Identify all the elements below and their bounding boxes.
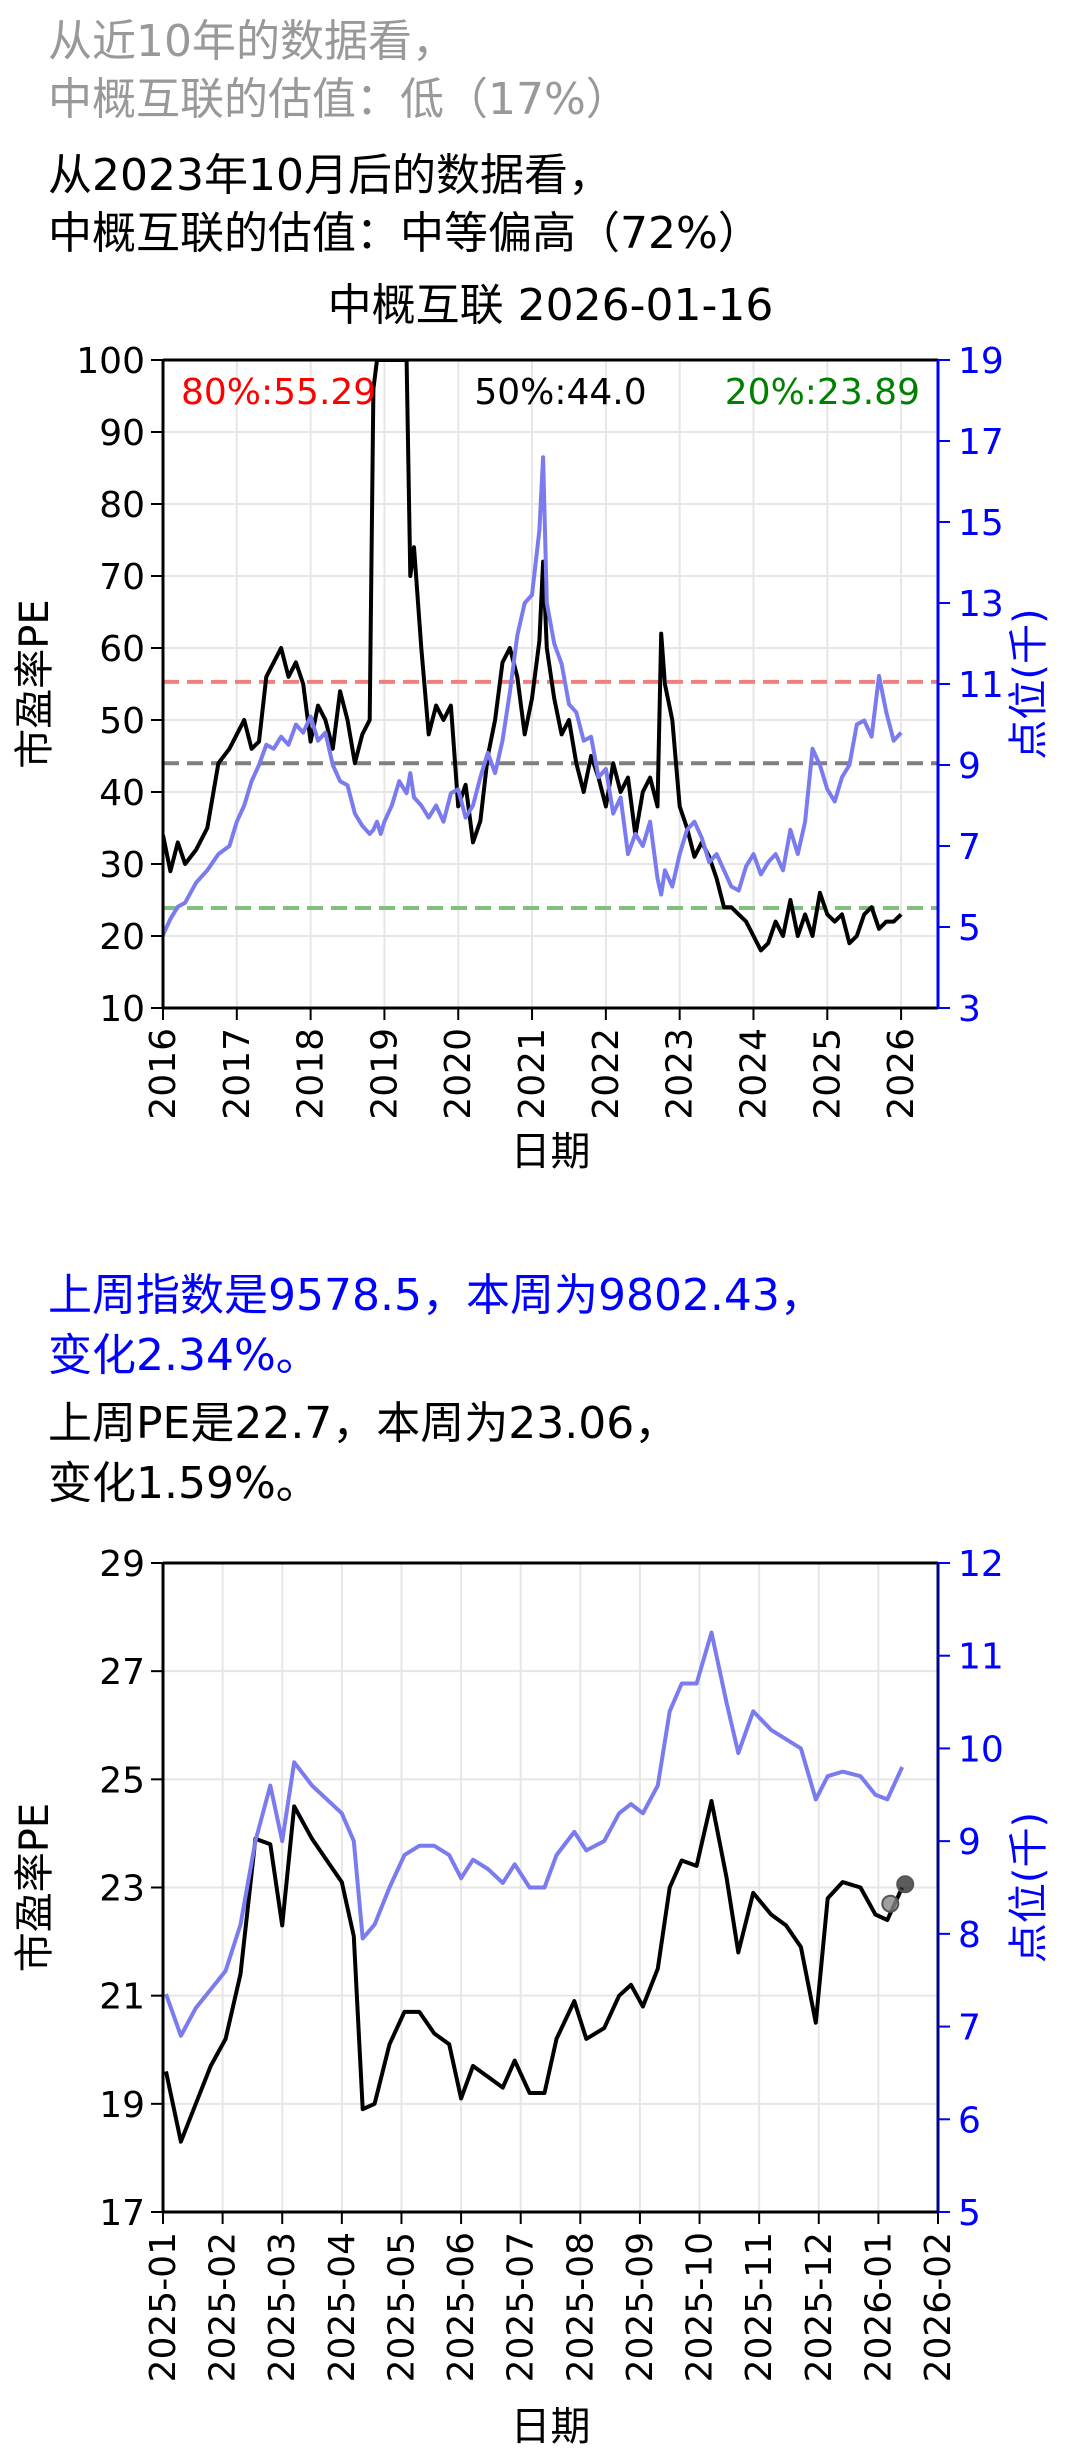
percentile-label: 20%:23.89 [725,372,920,413]
pe-series-line [163,360,903,953]
y-tick-label: 20 [99,917,145,958]
y-tick-label: 23 [99,1869,145,1910]
y-tick-label: 10 [99,989,145,1030]
x-tick-label: 2026-01 [858,2232,899,2382]
percentile-label: 50%:44.0 [474,372,646,413]
y-tick-label: 27 [99,1652,145,1693]
header-line-1: 从近10年的数据看， [48,16,456,67]
y2-tick-label: 7 [958,2008,981,2049]
y2-tick-label: 12 [958,1544,1004,1585]
x-tick-label: 2025-03 [262,2232,303,2382]
y2-tick-label: 10 [958,1729,1004,1770]
y2-tick-label: 8 [958,1915,981,1956]
x-tick-label: 2026-02 [918,2232,959,2382]
x-axis-label: 日期 [511,2404,591,2450]
x-tick-label: 2018 [291,1028,332,1120]
x-tick-label: 2025-05 [381,2232,422,2382]
pe-change-line-1: 上周PE是22.7，本周为23.06， [48,1398,679,1449]
y-tick-label: 80 [99,485,145,526]
y-tick-label: 100 [76,341,145,382]
y2-tick-label: 3 [958,989,981,1030]
y-tick-label: 21 [99,1977,145,2018]
x-tick-label: 2025-08 [560,2232,601,2382]
x-tick-label: 2022 [586,1028,627,1120]
x-tick-label: 2025-06 [441,2232,482,2382]
y2-tick-label: 9 [958,1822,981,1863]
pe-marker [896,1875,915,1894]
y2-tick-label: 5 [958,908,981,949]
y2-tick-label: 19 [958,341,1004,382]
x-tick-label: 2025-04 [322,2232,363,2382]
y-tick-label: 29 [99,1544,145,1585]
x-axis-label: 日期 [511,1129,591,1175]
header-line-2: 中概互联的估值：低（17%） [48,74,630,125]
x-tick-label: 2025-02 [203,2232,244,2382]
y2-tick-label: 9 [958,746,981,787]
y2-axis-label: 点位(千) [1006,1812,1052,1963]
y-tick-label: 70 [99,557,145,598]
x-tick-label: 2025 [807,1028,848,1120]
y-axis-label: 市盈率PE [12,599,58,768]
y2-tick-label: 6 [958,2100,981,2141]
y-tick-label: 90 [99,413,145,454]
header-line-4: 中概互联的估值：中等偏高（72%） [48,208,762,259]
pe-series-line [164,1799,905,2144]
x-tick-label: 2025-09 [620,2232,661,2382]
x-tick-label: 2026 [881,1028,922,1120]
x-tick-label: 2023 [660,1028,701,1120]
y-tick-label: 19 [99,2085,145,2126]
y-tick-label: 60 [99,629,145,670]
x-tick-label: 2025-07 [501,2232,542,2382]
y-tick-label: 25 [99,1760,145,1801]
y-tick-label: 40 [99,773,145,814]
x-tick-label: 2017 [217,1028,258,1120]
pe-marker [881,1894,900,1913]
y2-tick-label: 13 [958,584,1004,625]
y2-tick-label: 11 [958,665,1004,706]
y2-tick-label: 5 [958,2193,981,2234]
y-tick-label: 30 [99,845,145,886]
x-tick-label: 2025-01 [143,2232,184,2382]
x-tick-label: 2025-11 [739,2232,780,2382]
x-tick-label: 2016 [143,1028,184,1120]
y-axis-label: 市盈率PE [12,1803,58,1972]
y2-tick-label: 7 [958,827,981,868]
index-series-line [163,455,903,936]
y-tick-label: 17 [99,2193,145,2234]
percentile-label: 80%:55.29 [181,372,376,413]
y2-tick-label: 15 [958,503,1004,544]
y2-tick-label: 11 [958,1637,1004,1678]
y-tick-label: 50 [99,701,145,742]
y2-tick-label: 17 [958,422,1004,463]
x-tick-label: 2019 [364,1028,405,1120]
chart-title: 中概互联 2026-01-16 [328,280,774,331]
index-change-line-2: 变化2.34%。 [48,1330,320,1381]
x-tick-label: 2025-10 [680,2232,721,2382]
y2-axis-label: 点位(千) [1006,608,1052,759]
x-tick-label: 2025-12 [799,2232,840,2382]
x-tick-label: 2024 [733,1028,774,1120]
pe-change-line-2: 变化1.59%。 [48,1458,320,1509]
x-tick-label: 2020 [438,1028,479,1120]
header-line-3: 从2023年10月后的数据看， [48,150,612,201]
index-change-line-1: 上周指数是9578.5，本周为9802.43， [48,1270,824,1321]
x-tick-label: 2021 [512,1028,553,1120]
index-series-line [164,1630,905,2038]
